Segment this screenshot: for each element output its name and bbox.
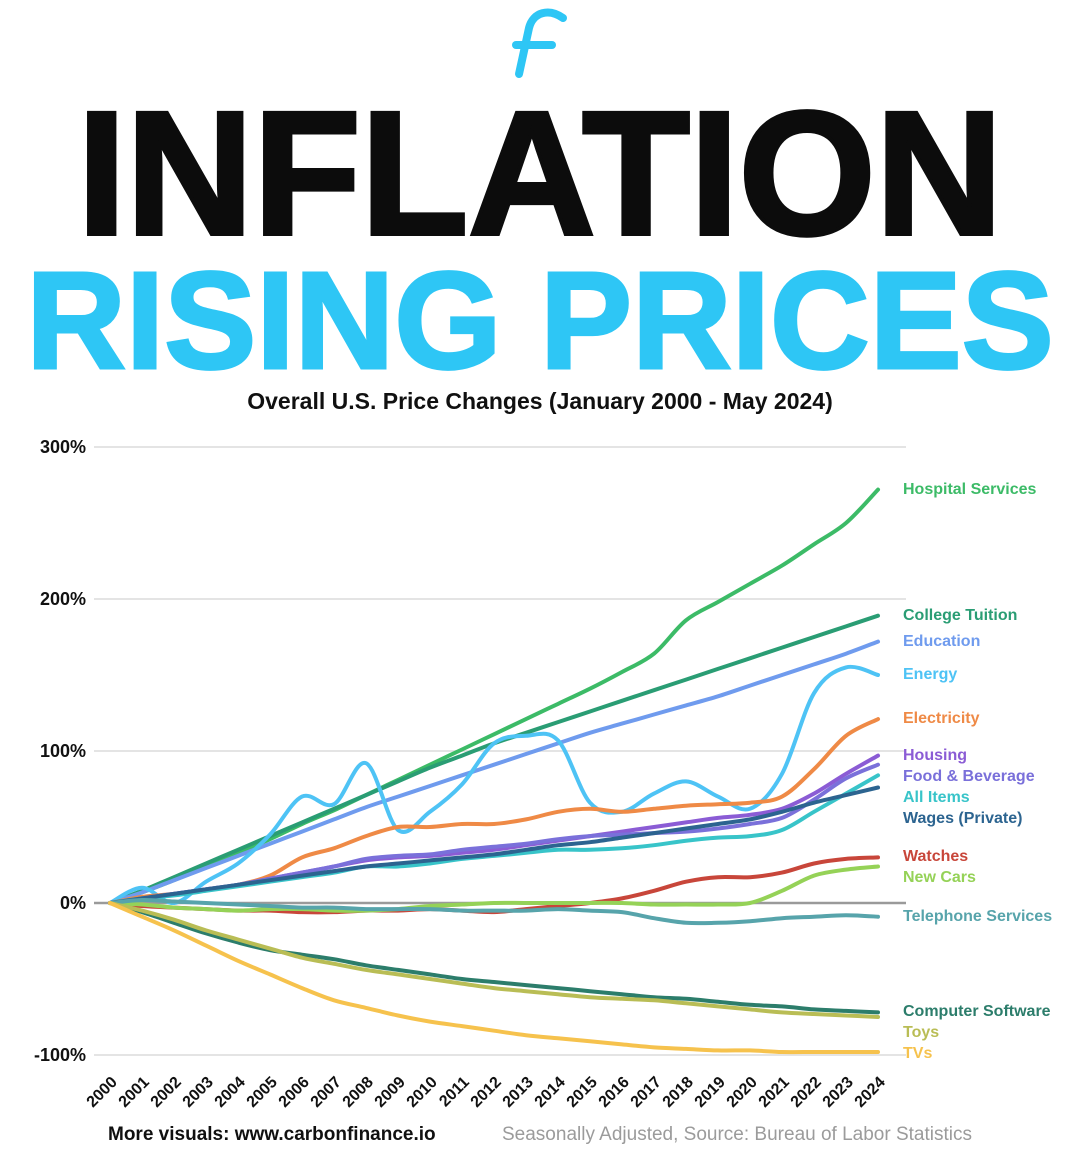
x-tick-label: 2013 bbox=[500, 1074, 537, 1111]
brand-logo bbox=[0, 4, 1080, 84]
series-label-college-tuition: College Tuition bbox=[903, 606, 1018, 624]
carbonfinance-url-link[interactable]: www.carbonfinance.io bbox=[234, 1124, 436, 1145]
series-label-tvs: TVs bbox=[903, 1045, 933, 1063]
series-line-telephone-services bbox=[108, 897, 880, 926]
series-line-toys bbox=[108, 901, 880, 1019]
series-label-telephone-services: Telephone Services bbox=[903, 907, 1053, 925]
x-tick-label: 2014 bbox=[532, 1074, 569, 1111]
series-line-tvs bbox=[108, 901, 880, 1055]
x-tick-label: 2012 bbox=[468, 1074, 505, 1111]
series-label-hospital-services: Hospital Services bbox=[903, 480, 1037, 498]
series-label-watches: Watches bbox=[903, 848, 969, 866]
chart-title: Overall U.S. Price Changes (January 2000… bbox=[247, 388, 833, 414]
x-tick-label: 2003 bbox=[180, 1074, 217, 1111]
series-label-housing: Housing bbox=[903, 746, 967, 764]
series-label-wages-private: Wages (Private) bbox=[903, 809, 1023, 827]
series-line-wages-private bbox=[108, 785, 880, 905]
title-rising-prices: RISING PRICES bbox=[25, 244, 1056, 398]
x-tick-label: 2002 bbox=[148, 1074, 185, 1111]
series-line-all-items bbox=[108, 773, 880, 905]
series-label-food-beverage: Food & Beverage bbox=[903, 767, 1035, 785]
x-tick-label: 2009 bbox=[372, 1074, 409, 1111]
x-tick-label: 2022 bbox=[788, 1074, 825, 1111]
series-line-housing bbox=[108, 753, 880, 905]
y-tick-label: -100% bbox=[34, 1045, 86, 1065]
x-tick-label: 2010 bbox=[404, 1074, 441, 1111]
x-tick-label: 2006 bbox=[276, 1074, 313, 1111]
title-inflation: INFLATION bbox=[75, 76, 1004, 272]
series-label-all-items: All Items bbox=[903, 788, 970, 806]
series-label-electricity: Electricity bbox=[903, 710, 980, 728]
series-line-computer-software bbox=[108, 901, 880, 1015]
series-label-education: Education bbox=[903, 632, 981, 650]
x-tick-label: 2007 bbox=[308, 1074, 345, 1111]
series-label-computer-software: Computer Software bbox=[903, 1003, 1051, 1021]
series-label-energy: Energy bbox=[903, 666, 958, 683]
x-tick-label: 2005 bbox=[244, 1074, 281, 1111]
series-line-energy bbox=[108, 664, 880, 905]
series-line-hospital-services bbox=[108, 487, 880, 905]
x-tick-label: 2021 bbox=[756, 1074, 793, 1111]
series-label-toys: Toys bbox=[903, 1024, 940, 1042]
x-tick-label: 2020 bbox=[724, 1074, 761, 1111]
x-tick-label: 2016 bbox=[596, 1074, 633, 1111]
chart-area: 300% 200% 100% 0% -100% 2000 2001 2002 2003 2004 2… bbox=[0, 425, 1080, 1163]
inflation-line-chart: 300%200%100%0%-100%200020012002200320042… bbox=[34, 437, 906, 1111]
footer: More visuals: www.carbonfinance.io Seaso… bbox=[0, 1124, 1080, 1146]
x-tick-label: 2023 bbox=[820, 1074, 857, 1111]
stylized-f-logo-icon bbox=[512, 8, 567, 78]
x-tick-label: 2004 bbox=[212, 1074, 249, 1111]
series-line-new-cars bbox=[108, 864, 880, 913]
footer-more-visuals: More visuals: www.carbonfinance.io bbox=[108, 1124, 436, 1146]
y-tick-label: 200% bbox=[40, 589, 86, 609]
x-tick-label: 2011 bbox=[436, 1074, 473, 1111]
y-tick-label: 100% bbox=[40, 741, 86, 761]
x-tick-label: 2001 bbox=[116, 1074, 153, 1111]
footer-source-note: Seasonally Adjusted, Source: Bureau of L… bbox=[502, 1124, 972, 1145]
y-tick-label: 0% bbox=[60, 893, 86, 913]
x-tick-label: 2000 bbox=[84, 1074, 121, 1111]
x-tick-label: 2019 bbox=[692, 1074, 729, 1111]
x-tick-label: 2008 bbox=[340, 1074, 377, 1111]
y-tick-label: 300% bbox=[40, 437, 86, 457]
series-label-new-cars: New Cars bbox=[903, 869, 976, 887]
series-line-education bbox=[108, 639, 880, 905]
x-tick-label: 2017 bbox=[628, 1074, 665, 1111]
x-tick-label: 2024 bbox=[852, 1074, 889, 1111]
more-visuals-label: More visuals: bbox=[108, 1124, 230, 1145]
x-tick-label: 2018 bbox=[660, 1074, 697, 1111]
x-tick-label: 2015 bbox=[564, 1074, 601, 1111]
